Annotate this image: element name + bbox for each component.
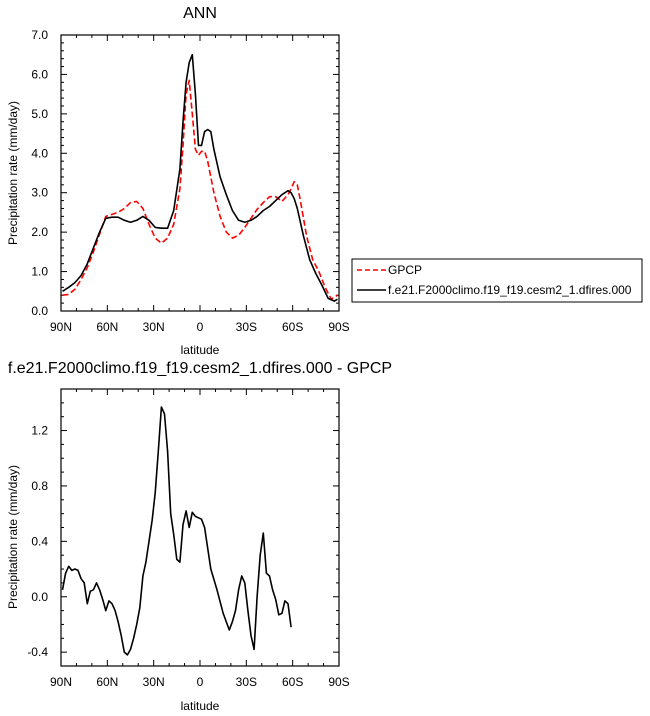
top-chart-title: ANN <box>183 5 217 22</box>
legend-box <box>351 258 643 303</box>
top-y-axis-label: Precipitation rate (mm/day) <box>6 101 20 245</box>
bottom-y-tick-label: 0.4 <box>31 534 48 548</box>
difference-panel: f.e21.F2000climo.f19_f19.cesm2_1.dfires.… <box>6 360 392 713</box>
top-x-tick-label: 60S <box>282 320 303 334</box>
top-series-line-2 <box>62 53 338 302</box>
bottom-x-tick-label: 90N <box>50 675 72 689</box>
legend: GPCP f.e21.F2000climo.f19_f19.cesm2_1.df… <box>351 258 643 303</box>
bottom-x-tick-label: 0 <box>197 675 204 689</box>
top-x-axis-label: latitude <box>181 343 220 357</box>
top-plot-frame <box>60 34 340 312</box>
bottom-y-axis-label: Precipitation rate (mm/day) <box>6 465 20 609</box>
top-y-tick-label: 1.0 <box>31 265 48 279</box>
bottom-x-tick-label: 60S <box>282 675 303 689</box>
top-x-tick-label: 30S <box>236 320 257 334</box>
top-y-tick-label: 4.0 <box>31 146 48 160</box>
bottom-chart-title: f.e21.F2000climo.f19_f19.cesm2_1.dfires.… <box>8 360 392 377</box>
top-x-tick-label: 0 <box>197 320 204 334</box>
top-y-tick-label: 0.0 <box>31 304 48 318</box>
top-y-tick-label: 6.0 <box>31 67 48 81</box>
bottom-x-tick-label: 30N <box>143 675 165 689</box>
top-x-tick-label: 30N <box>143 320 165 334</box>
top-y-tick-label: 7.0 <box>31 28 48 42</box>
top-x-tick-label: 90S <box>328 320 349 334</box>
climatology-panel: ANN latitude Precipitation rate (mm/day)… <box>6 5 350 357</box>
bottom-x-tick-label: 60N <box>96 675 118 689</box>
bottom-y-tick-label: 0.8 <box>31 479 48 493</box>
bottom-x-tick-label: 30S <box>236 675 257 689</box>
bottom-x-tick-label: 90S <box>328 675 349 689</box>
bottom-x-axis-label: latitude <box>181 699 220 713</box>
top-y-tick-label: 3.0 <box>31 186 48 200</box>
bottom-y-tick-label: 1.2 <box>31 424 48 438</box>
bottom-plot-frame <box>60 388 340 667</box>
bottom-y-tick-label: 0.0 <box>31 590 48 604</box>
top-x-tick-label: 60N <box>96 320 118 334</box>
top-y-tick-label: 5.0 <box>31 107 48 121</box>
legend-label-gpcp: GPCP <box>388 263 422 277</box>
top-y-tick-label: 2.0 <box>31 225 48 239</box>
bottom-y-tick-label: -0.4 <box>27 645 48 659</box>
top-series-line-1 <box>62 79 338 301</box>
legend-label-model: f.e21.F2000climo.f19_f19.cesm2_1.dfires.… <box>388 283 632 297</box>
top-x-tick-label: 90N <box>50 320 72 334</box>
bottom-series-line-1 <box>61 406 292 656</box>
